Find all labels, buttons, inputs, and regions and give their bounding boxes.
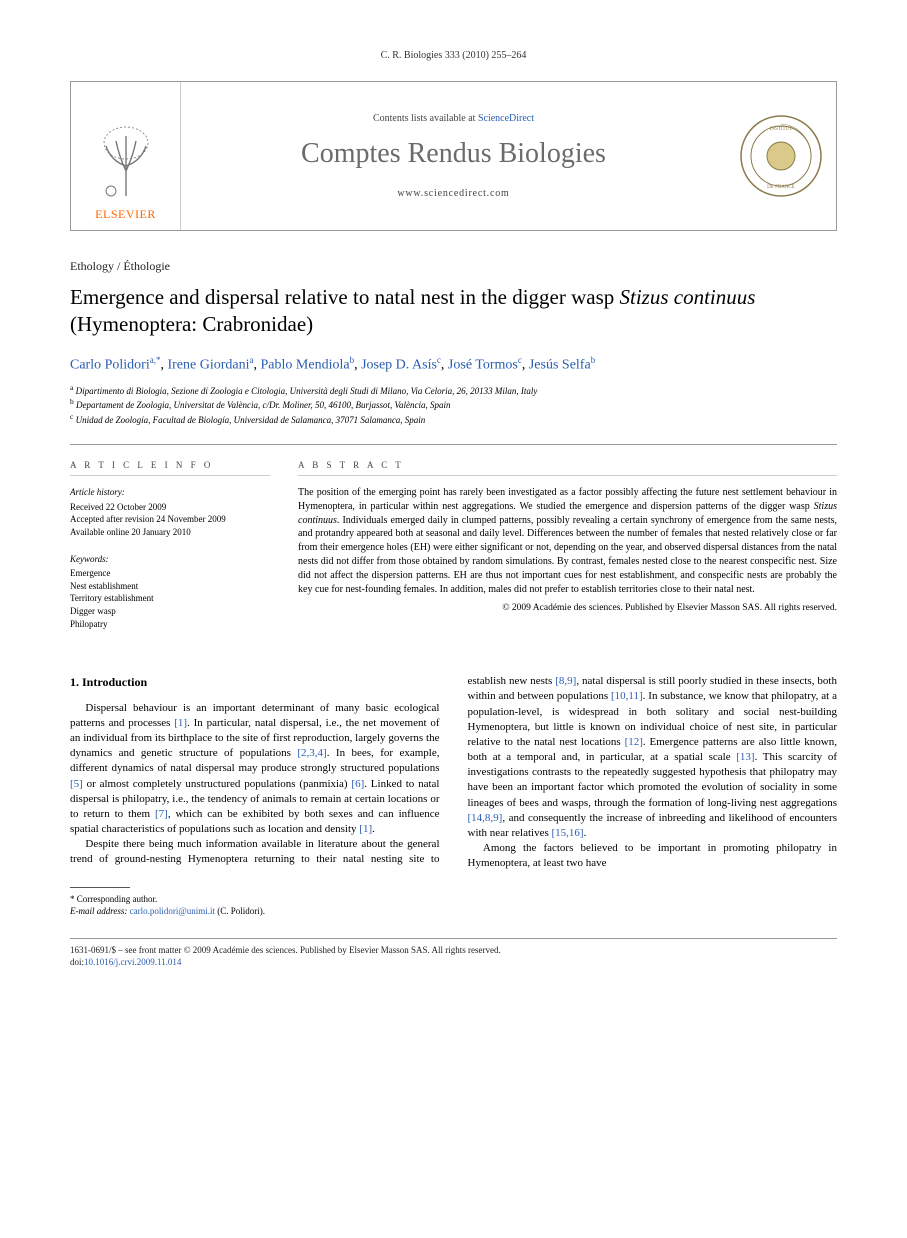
keywords-block: Keywords: Emergence Nest establishment T… bbox=[70, 553, 270, 631]
author-link[interactable]: Carlo Polidori bbox=[70, 357, 150, 372]
citation-link[interactable]: [12] bbox=[625, 736, 643, 748]
p-text: . bbox=[372, 823, 375, 835]
journal-title: Comptes Rendus Biologies bbox=[301, 138, 606, 170]
publisher-brand-text: ELSEVIER bbox=[95, 207, 156, 222]
corr-author-email-line: E-mail address: carlo.polidori@unimi.it … bbox=[70, 906, 837, 918]
article-info-left: A R T I C L E I N F O Article history: R… bbox=[70, 459, 270, 645]
p-text: or almost completely unstructured popula… bbox=[83, 778, 352, 790]
aff-text: Dipartimento di Biologia, Sezione di Zoo… bbox=[76, 386, 538, 396]
author-aff-sup: a bbox=[250, 355, 254, 365]
doi-line: doi:10.1016/j.crvi.2009.11.014 bbox=[70, 957, 837, 969]
article-history-block: Article history: Received 22 October 200… bbox=[70, 486, 270, 538]
intro-p1: Dispersal behaviour is an important dete… bbox=[70, 701, 440, 838]
publisher-logo-block: ELSEVIER bbox=[71, 82, 181, 230]
section-label: Ethology / Éthologie bbox=[70, 259, 837, 274]
keyword-item: Philopatry bbox=[70, 618, 270, 631]
citation-link[interactable]: [13] bbox=[736, 751, 754, 763]
keywords-label: Keywords: bbox=[70, 553, 270, 566]
running-head: C. R. Biologies 333 (2010) 255–264 bbox=[70, 50, 837, 61]
history-received: Received 22 October 2009 bbox=[70, 501, 270, 514]
corresponding-author-footnote: * Corresponding author. E-mail address: … bbox=[70, 894, 837, 917]
aff-text: Departament de Zoologia, Universitat de … bbox=[76, 400, 450, 410]
article-title: Emergence and dispersal relative to nata… bbox=[70, 284, 837, 339]
intro-heading: 1. Introduction bbox=[70, 674, 440, 691]
email-label: E-mail address: bbox=[70, 906, 130, 916]
author-link[interactable]: Irene Giordani bbox=[167, 357, 249, 372]
author-link[interactable]: José Tormos bbox=[448, 357, 518, 372]
citation-link[interactable]: [1] bbox=[359, 823, 372, 835]
article-info-heading: A R T I C L E I N F O bbox=[70, 459, 270, 477]
author-link[interactable]: Jesús Selfa bbox=[529, 357, 591, 372]
journal-url: www.sciencedirect.com bbox=[397, 188, 509, 199]
society-seal-block: INSTITUT DE FRANCE bbox=[726, 82, 836, 230]
intro-p3: Among the factors believed to be importa… bbox=[468, 841, 838, 871]
aff-sup: a bbox=[70, 383, 73, 392]
masthead-center: Contents lists available at ScienceDirec… bbox=[181, 82, 726, 230]
doi-label: doi: bbox=[70, 957, 84, 967]
aff-sup: c bbox=[70, 412, 73, 421]
p-text: Among the factors believed to be importa… bbox=[468, 842, 838, 869]
title-text-1: Emergence and dispersal relative to nata… bbox=[70, 285, 620, 309]
citation-link[interactable]: [6] bbox=[351, 778, 364, 790]
citation-link[interactable]: [8,9] bbox=[555, 675, 576, 687]
footnote-separator bbox=[70, 887, 130, 888]
aff-sup: b bbox=[70, 397, 74, 406]
p-text: . bbox=[584, 827, 587, 839]
citation-link[interactable]: [14,8,9] bbox=[468, 812, 503, 824]
citation-link[interactable]: [7] bbox=[155, 808, 168, 820]
affiliation-list: a Dipartimento di Biologia, Sezione di Z… bbox=[70, 383, 837, 425]
corr-author-label: * Corresponding author. bbox=[70, 894, 837, 906]
author-aff-sup: c bbox=[518, 355, 522, 365]
keyword-item: Digger wasp bbox=[70, 605, 270, 618]
footer-separator bbox=[70, 938, 837, 939]
journal-masthead: ELSEVIER Contents lists available at Sci… bbox=[70, 81, 837, 231]
society-seal-icon: INSTITUT DE FRANCE bbox=[739, 114, 823, 198]
author-link[interactable]: Josep D. Asís bbox=[361, 357, 437, 372]
svg-text:INSTITUT: INSTITUT bbox=[770, 127, 793, 132]
citation-link[interactable]: [2,3,4] bbox=[297, 747, 326, 759]
author-list: Carlo Polidoria,*, Irene Giordania, Pabl… bbox=[70, 355, 837, 374]
history-online: Available online 20 January 2010 bbox=[70, 526, 270, 539]
keyword-item: Nest establishment bbox=[70, 580, 270, 593]
body-columns: 1. Introduction Dispersal behaviour is a… bbox=[70, 674, 837, 871]
author-aff-sup: b bbox=[350, 355, 355, 365]
availability-line: Contents lists available at ScienceDirec… bbox=[373, 113, 534, 124]
elsevier-tree-icon bbox=[91, 121, 161, 201]
title-text-2: (Hymenoptera: Crabronidae) bbox=[70, 312, 313, 336]
doi-link[interactable]: 10.1016/j.crvi.2009.11.014 bbox=[84, 957, 181, 967]
page-footer: 1631-0691/$ – see front matter © 2009 Ac… bbox=[70, 945, 837, 968]
citation-link[interactable]: [5] bbox=[70, 778, 83, 790]
author-aff-sup: a,* bbox=[150, 355, 161, 365]
availability-prefix: Contents lists available at bbox=[373, 113, 478, 124]
abstract-copyright: © 2009 Académie des sciences. Published … bbox=[298, 602, 837, 615]
history-label: Article history: bbox=[70, 486, 270, 499]
email-suffix: (C. Polidori). bbox=[215, 906, 265, 916]
citation-link[interactable]: [1] bbox=[174, 717, 187, 729]
citation-link[interactable]: [15,16] bbox=[552, 827, 584, 839]
author-link[interactable]: Pablo Mendiola bbox=[261, 357, 350, 372]
affiliation-item: c Unidad de Zoología, Facultad de Biolog… bbox=[70, 412, 837, 426]
affiliation-item: b Departament de Zoologia, Universitat d… bbox=[70, 397, 837, 411]
author-aff-sup: c bbox=[437, 355, 441, 365]
title-species: Stizus continuus bbox=[620, 285, 756, 309]
citation-link[interactable]: [10,11] bbox=[611, 690, 643, 702]
abstract-pre: The position of the emerging point has r… bbox=[298, 487, 837, 512]
sciencedirect-link[interactable]: ScienceDirect bbox=[478, 113, 534, 124]
keyword-item: Territory establishment bbox=[70, 592, 270, 605]
abstract-heading: A B S T R A C T bbox=[298, 459, 837, 476]
abstract-text: The position of the emerging point has r… bbox=[298, 486, 837, 596]
affiliation-item: a Dipartimento di Biologia, Sezione di Z… bbox=[70, 383, 837, 397]
history-accepted: Accepted after revision 24 November 2009 bbox=[70, 513, 270, 526]
abstract-block: A B S T R A C T The position of the emer… bbox=[298, 459, 837, 645]
p-text: , and consequently the increase of inbre… bbox=[468, 812, 838, 839]
author-aff-sup: b bbox=[591, 355, 596, 365]
email-link[interactable]: carlo.polidori@unimi.it bbox=[130, 906, 215, 916]
abstract-post: . Individuals emerged daily in clumped p… bbox=[298, 515, 837, 595]
issn-line: 1631-0691/$ – see front matter © 2009 Ac… bbox=[70, 945, 837, 957]
article-info-row: A R T I C L E I N F O Article history: R… bbox=[70, 444, 837, 645]
svg-text:DE FRANCE: DE FRANCE bbox=[767, 185, 795, 190]
keyword-item: Emergence bbox=[70, 567, 270, 580]
aff-text: Unidad de Zoología, Facultad de Biología… bbox=[76, 415, 426, 425]
